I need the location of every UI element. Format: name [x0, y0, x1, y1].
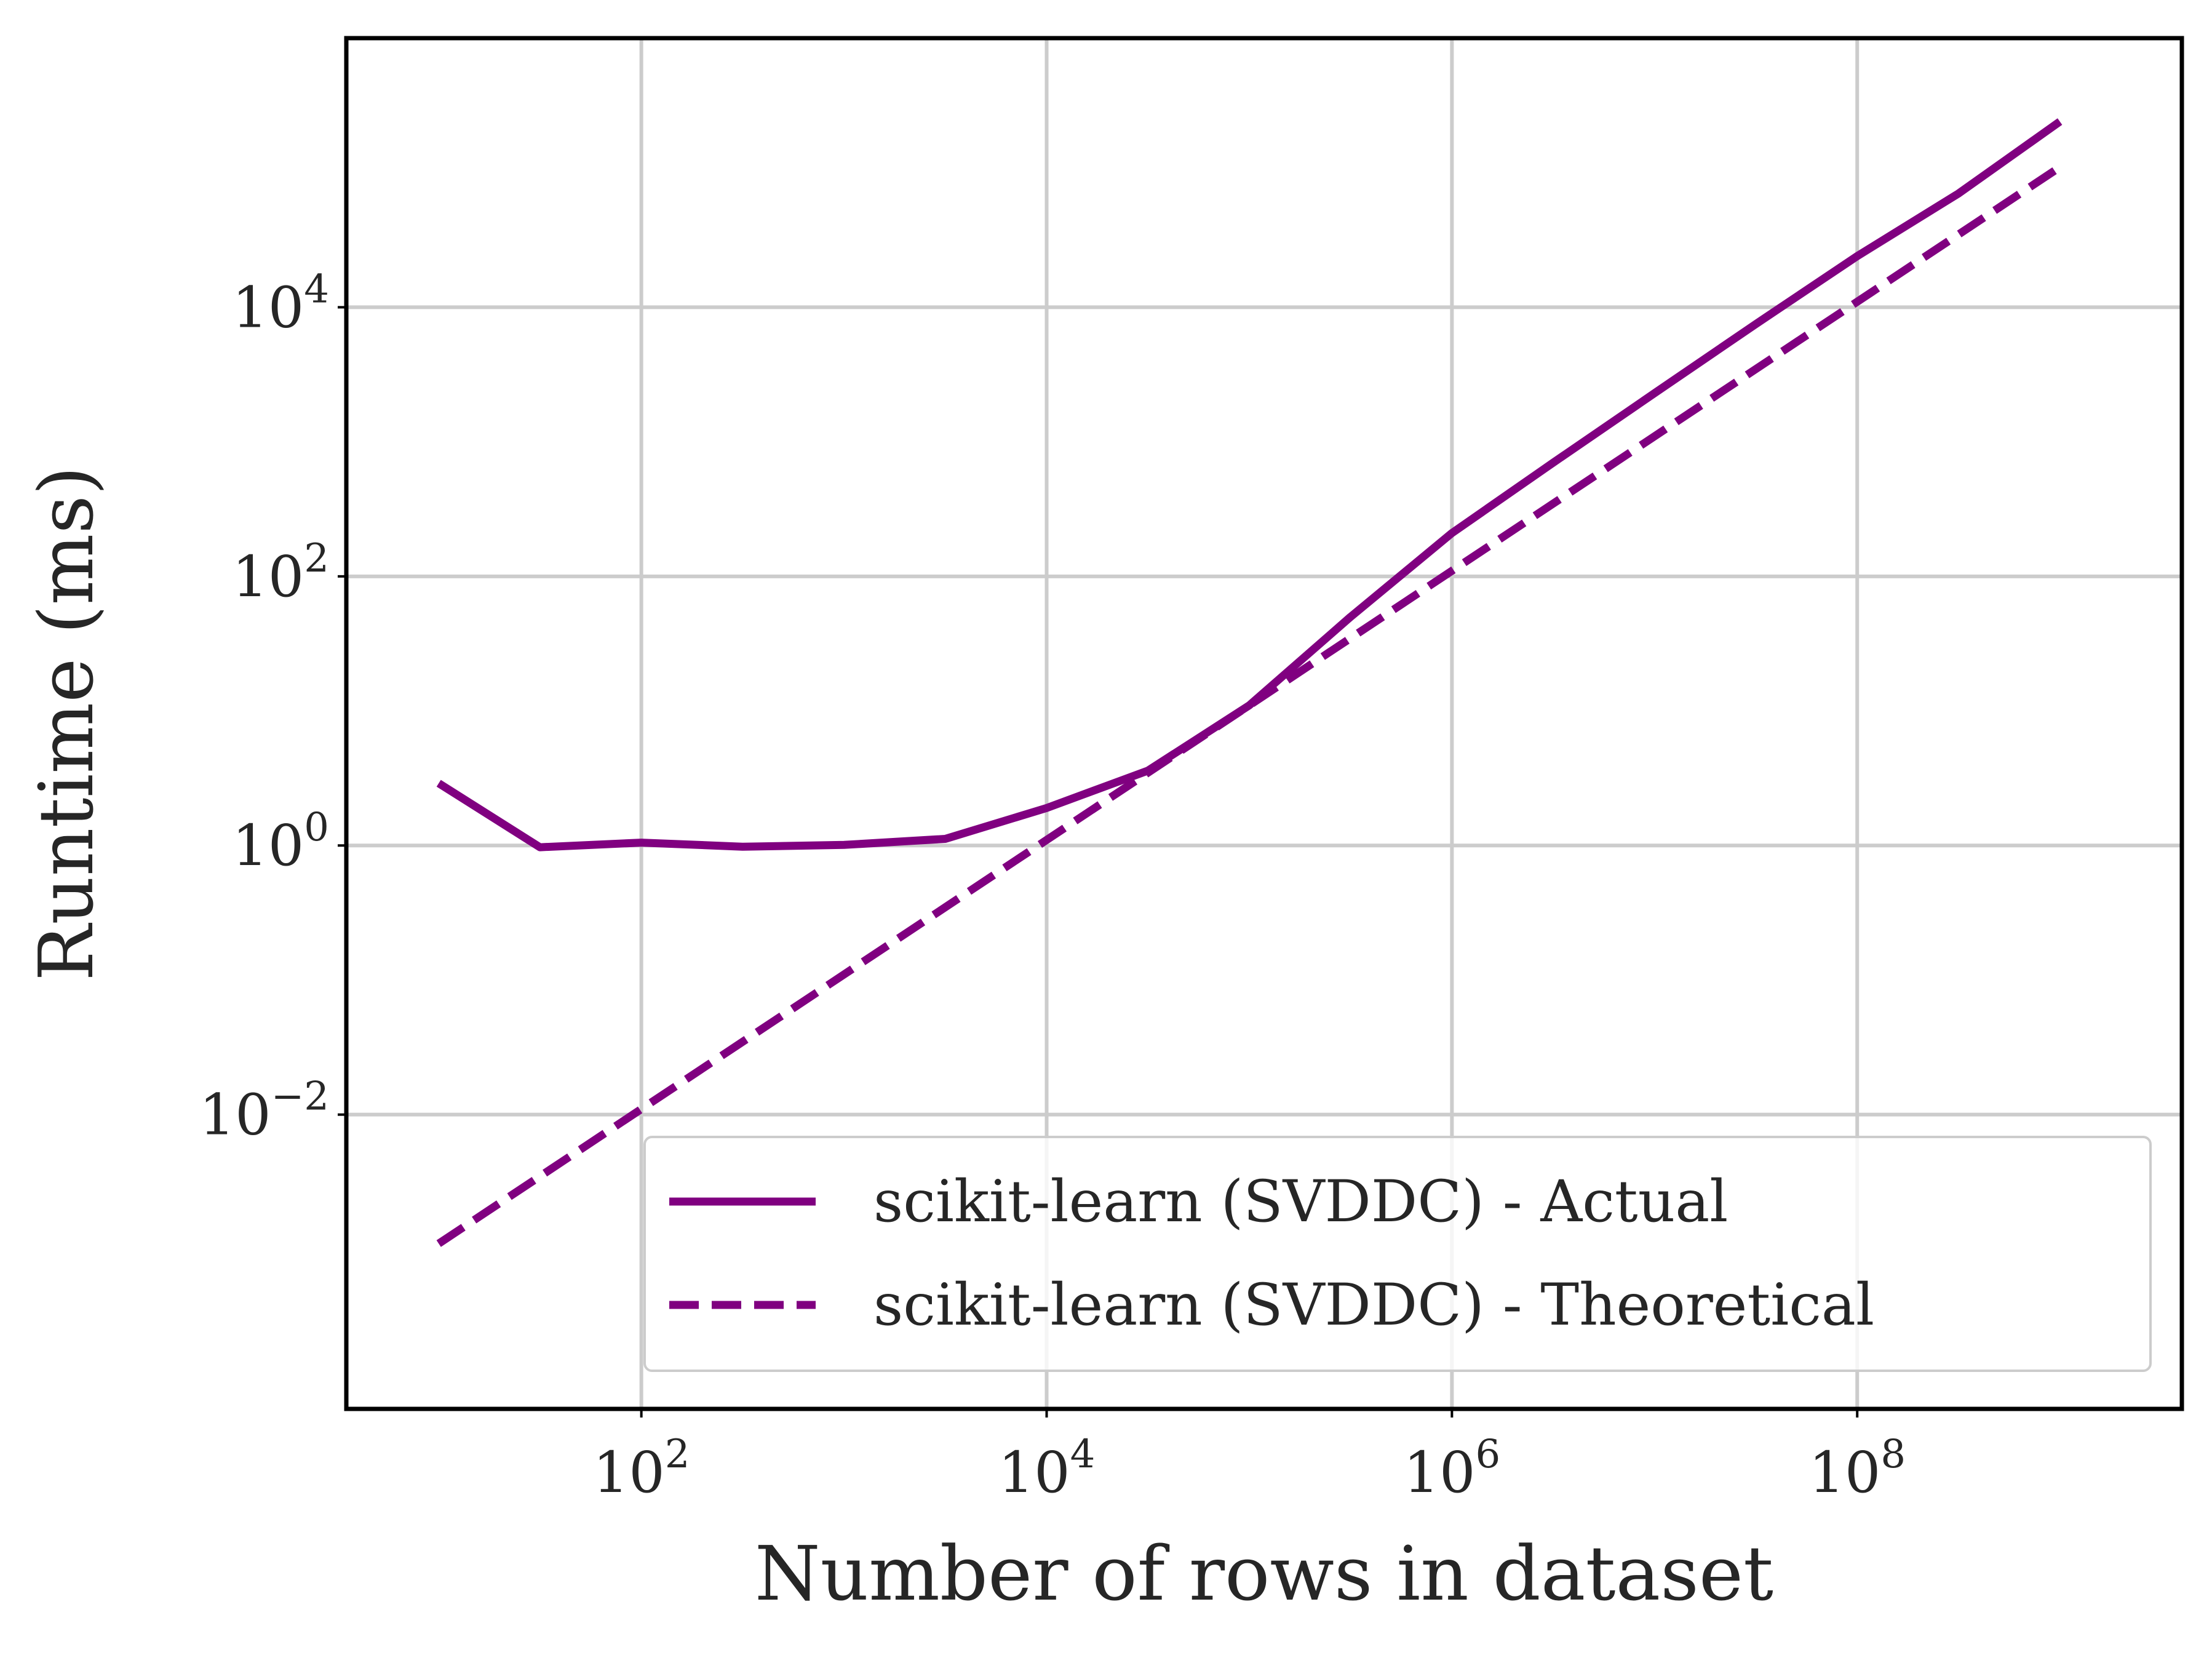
- x-tick-label: 104: [998, 1432, 1096, 1505]
- legend-items: scikit-learn (SVDDC) - Actual scikit-lear…: [669, 1168, 1874, 1339]
- legend-label-theoretical: scikit-learn (SVDDC) - Theoretical: [873, 1272, 1874, 1339]
- y-axis-label: Runtime (ms): [23, 466, 110, 981]
- series-line-theoretical: [436, 164, 2063, 1247]
- tick-labels: 102 104 106 108 10−2 100 102 104: [199, 266, 1906, 1505]
- legend-box: [643, 1136, 2152, 1372]
- plot-frame: [344, 36, 2184, 1411]
- series-group: [436, 118, 2063, 1247]
- x-axis-label: Number of rows in dataset: [755, 1530, 1773, 1617]
- x-tick-label: 102: [593, 1432, 690, 1505]
- y-tick-label: 102: [232, 536, 329, 610]
- x-tick-label: 106: [1403, 1432, 1500, 1505]
- x-tick-label: 108: [1808, 1432, 1906, 1505]
- series-line-actual: [436, 118, 2063, 851]
- y-tick-label: 100: [232, 805, 329, 879]
- y-tick-label: 10−2: [199, 1074, 329, 1148]
- legend: scikit-learn (SVDDC) - Actual scikit-lear…: [643, 1136, 2152, 1372]
- legend-label-actual: scikit-learn (SVDDC) - Actual: [873, 1168, 1728, 1235]
- y-tick-label: 104: [232, 266, 329, 340]
